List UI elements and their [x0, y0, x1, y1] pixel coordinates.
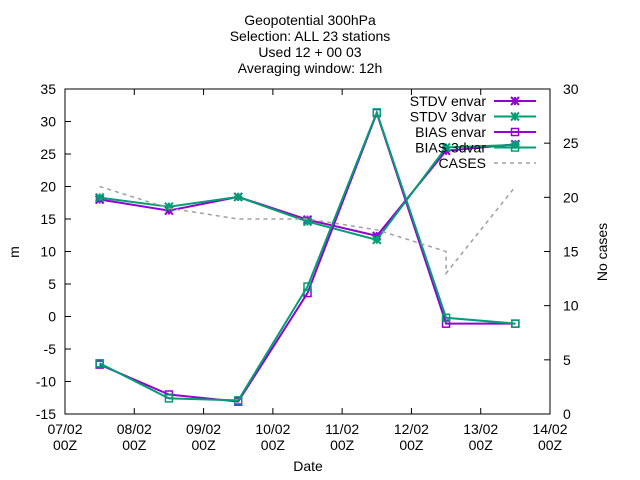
legend-label-bias-envar: BIAS envar [415, 124, 486, 140]
data-point-bias-3dvar [303, 282, 312, 291]
y-tick-label: 20 [40, 179, 56, 195]
y2-axis-label: No cases [594, 223, 610, 281]
data-point-bias-3dvar [233, 396, 243, 405]
y-tick-label: 15 [40, 211, 56, 227]
data-point-bias-3dvar [164, 394, 174, 403]
x-tick-label-hour: 00Z [53, 437, 78, 453]
x-tick-label-date: 11/02 [325, 421, 359, 437]
data-point-stdv-3dvar [233, 192, 243, 202]
x-tick-label-hour: 00Z [330, 437, 355, 453]
x-tick-label-date: 08/02 [117, 421, 152, 437]
x-tick-label-date: 13/02 [463, 421, 498, 437]
y-tick-label: 10 [40, 244, 56, 260]
x-axis-label: Date [293, 458, 323, 474]
x-tick-label-hour: 00Z [261, 437, 286, 453]
y-axis-label: m [6, 246, 22, 258]
y-tick-label: -15 [36, 406, 56, 422]
y-tick-label: 35 [40, 81, 56, 97]
chart-subtitle-selection: Selection: ALL 23 stations [229, 28, 391, 44]
data-point-stdv-3dvar [372, 235, 382, 245]
x-tick-label-hour: 00Z [538, 437, 563, 453]
data-point-bias-3dvar [372, 108, 382, 117]
x-tick-label-hour: 00Z [192, 437, 217, 453]
y2-tick-label: 0 [563, 406, 571, 422]
series-line-bias-3dvar [99, 109, 516, 402]
y2-tick-label: 25 [563, 135, 579, 151]
data-point-bias-3dvar [441, 313, 451, 323]
legend-marker-bias-3dvar [510, 143, 520, 152]
chart-subtitle-used: Used 12 + 00 03 [258, 44, 362, 60]
y2-tick-label: 10 [563, 298, 579, 314]
series-bias-3dvar [95, 108, 520, 405]
legend-marker-stdv-envar [510, 96, 520, 106]
data-point-stdv-3dvar [164, 201, 174, 212]
chart-subtitle-window: Averaging window: 12h [237, 60, 383, 76]
x-tick-label-date: 07/02 [47, 421, 82, 437]
y-tick-label: 5 [48, 276, 56, 292]
x-tick-label-date: 09/02 [186, 421, 221, 437]
legend-label-stdv-3dvar: STDV 3dvar [410, 109, 487, 125]
y-tick-label: 30 [40, 114, 56, 130]
y2-tick-label: 15 [563, 244, 579, 260]
legend-marker-bias-envar [510, 127, 520, 137]
legend-label-bias-3dvar: BIAS 3dvar [415, 140, 486, 156]
chart-title: Geopotential 300hPa [244, 12, 376, 28]
legend-label-stdv-envar: STDV envar [410, 93, 487, 109]
series-cases [99, 185, 516, 276]
legend-label-cases: CASES [439, 155, 486, 171]
x-tick-label-hour: 00Z [469, 437, 494, 453]
data-point-stdv-3dvar [510, 140, 521, 150]
data-point-bias-envar [441, 319, 451, 328]
data-point-stdv-3dvar [441, 142, 451, 153]
y2-tick-label: 5 [563, 352, 571, 368]
y2-tick-label: 20 [563, 189, 579, 205]
y-tick-label: 0 [48, 309, 56, 325]
x-tick-label-date: 14/02 [532, 421, 567, 437]
legend-marker-stdv-3dvar [510, 111, 520, 122]
data-point-stdv-3dvar [302, 216, 313, 227]
x-tick-label-hour: 00Z [122, 437, 147, 453]
data-point-bias-3dvar [511, 319, 520, 328]
x-tick-label-date: 12/02 [394, 421, 429, 437]
x-tick-label-date: 10/02 [255, 421, 290, 437]
series-stdv-3dvar [94, 140, 521, 245]
y-tick-label: -5 [44, 341, 57, 357]
data-point-stdv-3dvar [94, 192, 105, 203]
y2-tick-label: 30 [563, 81, 579, 97]
series-line-cases [99, 185, 516, 276]
y-tick-label: 25 [40, 146, 56, 162]
x-tick-label-hour: 00Z [399, 437, 424, 453]
data-point-bias-3dvar [95, 359, 104, 368]
y-tick-label: -10 [36, 374, 56, 390]
